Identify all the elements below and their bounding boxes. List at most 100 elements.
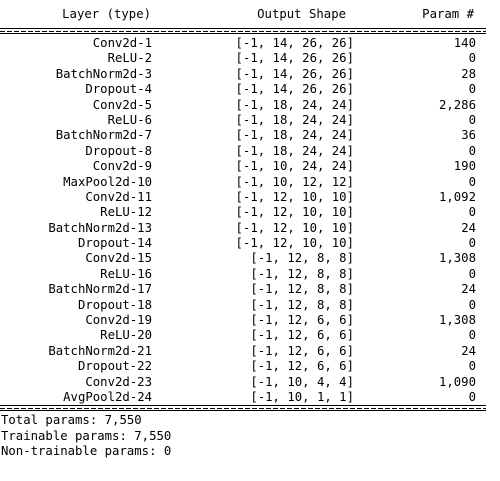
layer-name: Dropout-8 — [85, 143, 152, 158]
output-shape: [-1, 12, 6, 6] — [250, 328, 354, 343]
param-count: 0 — [468, 143, 476, 158]
table-row: MaxPool2d-10 [-1, 10, 12, 12] 0 — [0, 175, 486, 190]
param-count: 0 — [468, 266, 476, 281]
output-shape: [-1, 12, 10, 10] — [235, 205, 354, 220]
layer-name: BatchNorm2d-7 — [55, 128, 152, 143]
output-shape: [-1, 12, 6, 6] — [250, 343, 354, 358]
output-shape: [-1, 18, 24, 24] — [235, 97, 354, 112]
param-count: 0 — [468, 112, 476, 127]
output-shape: [-1, 18, 24, 24] — [235, 112, 354, 127]
output-shape: [-1, 10, 24, 24] — [235, 159, 354, 174]
table-row: Conv2d-23 [-1, 10, 4, 4] 1,090 — [0, 375, 486, 390]
layer-name: ReLU-2 — [107, 51, 152, 66]
layer-name: BatchNorm2d-3 — [55, 66, 152, 81]
output-shape: [-1, 10, 12, 12] — [235, 174, 354, 189]
total-params: Total params: 7,550 — [1, 413, 142, 428]
param-count: 24 — [461, 343, 476, 358]
layer-name: ReLU-12 — [100, 205, 152, 220]
param-count: 2,286 — [438, 97, 476, 112]
table-row: ReLU-20 [-1, 12, 6, 6] 0 — [0, 328, 486, 343]
table-row: BatchNorm2d-7 [-1, 18, 24, 24] 36 — [0, 128, 486, 143]
layer-name: Dropout-4 — [85, 82, 152, 97]
output-shape: [-1, 12, 6, 6] — [250, 359, 354, 374]
layer-name: ReLU-6 — [107, 112, 152, 127]
table-row: Conv2d-1 [-1, 14, 26, 26] 140 — [0, 36, 486, 51]
model-summary: Layer (type) Output Shape Param # Conv2d… — [0, 0, 486, 458]
layer-name: ReLU-16 — [100, 266, 152, 281]
output-shape: [-1, 14, 26, 26] — [235, 82, 354, 97]
footer-separator — [0, 405, 486, 412]
output-shape: [-1, 18, 24, 24] — [235, 143, 354, 158]
table-row: BatchNorm2d-21 [-1, 12, 6, 6] 24 — [0, 344, 486, 359]
output-shape: [-1, 14, 26, 26] — [235, 66, 354, 81]
output-shape: [-1, 12, 8, 8] — [250, 251, 354, 266]
table-row: Dropout-14 [-1, 12, 10, 10] 0 — [0, 236, 486, 251]
layer-name: BatchNorm2d-21 — [48, 343, 152, 358]
param-count: 140 — [453, 36, 476, 50]
param-count: 0 — [468, 51, 476, 66]
layer-name: BatchNorm2d-17 — [48, 282, 152, 297]
header-row: Layer (type) Output Shape Param # — [0, 0, 486, 28]
table-row: ReLU-16 [-1, 12, 8, 8] 0 — [0, 267, 486, 282]
output-shape: [-1, 12, 8, 8] — [250, 266, 354, 281]
output-shape: [-1, 10, 4, 4] — [250, 374, 354, 389]
header-param-count: Param # — [422, 7, 474, 21]
output-shape: [-1, 12, 8, 8] — [250, 297, 354, 312]
param-count: 1,090 — [438, 374, 476, 389]
layer-rows: Conv2d-1 [-1, 14, 26, 26] 140 ReLU-2 [-1, 14… — [0, 36, 486, 405]
table-row: Conv2d-15 [-1, 12, 8, 8] 1,308 — [0, 251, 486, 266]
param-count: 1,308 — [438, 251, 476, 266]
param-count: 0 — [468, 174, 476, 189]
param-count: 0 — [468, 297, 476, 312]
param-count: 190 — [453, 159, 476, 174]
param-count: 0 — [468, 389, 476, 404]
table-row: Conv2d-19 [-1, 12, 6, 6] 1,308 — [0, 313, 486, 328]
param-count: 1,092 — [438, 189, 476, 204]
table-row: AvgPool2d-24 [-1, 10, 1, 1] 0 — [0, 390, 486, 405]
param-count: 28 — [461, 66, 476, 81]
param-count: 0 — [468, 82, 476, 97]
param-count: 1,308 — [438, 313, 476, 328]
table-row: ReLU-6 [-1, 18, 24, 24] 0 — [0, 113, 486, 128]
table-row: Conv2d-5 [-1, 18, 24, 24] 2,286 — [0, 98, 486, 113]
output-shape: [-1, 12, 10, 10] — [235, 220, 354, 235]
table-row: Dropout-22 [-1, 12, 6, 6] 0 — [0, 359, 486, 374]
param-count: 36 — [461, 128, 476, 143]
layer-name: Conv2d-9 — [92, 159, 152, 174]
output-shape: [-1, 10, 1, 1] — [250, 389, 354, 404]
layer-name: Dropout-18 — [77, 297, 152, 312]
param-count: 24 — [461, 282, 476, 297]
output-shape: [-1, 18, 24, 24] — [235, 128, 354, 143]
non-trainable-params: Non-trainable params: 0 — [1, 443, 172, 458]
layer-name: Conv2d-5 — [92, 97, 152, 112]
output-shape: [-1, 14, 26, 26] — [235, 36, 354, 50]
layer-name: Conv2d-23 — [85, 374, 152, 389]
output-shape: [-1, 12, 6, 6] — [250, 313, 354, 328]
param-count: 24 — [461, 220, 476, 235]
output-shape: [-1, 12, 8, 8] — [250, 282, 354, 297]
header-layer-type: Layer (type) — [62, 7, 151, 21]
layer-name: MaxPool2d-10 — [63, 174, 152, 189]
table-row: ReLU-2 [-1, 14, 26, 26] 0 — [0, 51, 486, 66]
param-count: 0 — [468, 359, 476, 374]
layer-name: Conv2d-1 — [92, 36, 152, 50]
table-row: Conv2d-11 [-1, 12, 10, 10] 1,092 — [0, 190, 486, 205]
output-shape: [-1, 12, 10, 10] — [235, 236, 354, 251]
param-count: 0 — [468, 328, 476, 343]
table-row: Dropout-18 [-1, 12, 8, 8] 0 — [0, 298, 486, 313]
param-count: 0 — [468, 205, 476, 220]
table-row: BatchNorm2d-13 [-1, 12, 10, 10] 24 — [0, 221, 486, 236]
output-shape: [-1, 12, 10, 10] — [235, 189, 354, 204]
header-separator — [0, 28, 486, 34]
layer-name: Conv2d-15 — [85, 251, 152, 266]
layer-name: Dropout-22 — [77, 359, 152, 374]
table-row: BatchNorm2d-17 [-1, 12, 8, 8] 24 — [0, 282, 486, 297]
table-row: Conv2d-9 [-1, 10, 24, 24] 190 — [0, 159, 486, 174]
layer-name: Conv2d-19 — [85, 313, 152, 328]
table-row: BatchNorm2d-3 [-1, 14, 26, 26] 28 — [0, 67, 486, 82]
param-count: 0 — [468, 236, 476, 251]
output-shape: [-1, 14, 26, 26] — [235, 51, 354, 66]
layer-name: ReLU-20 — [100, 328, 152, 343]
header-output-shape: Output Shape — [257, 7, 346, 21]
table-row: Dropout-4 [-1, 14, 26, 26] 0 — [0, 82, 486, 97]
